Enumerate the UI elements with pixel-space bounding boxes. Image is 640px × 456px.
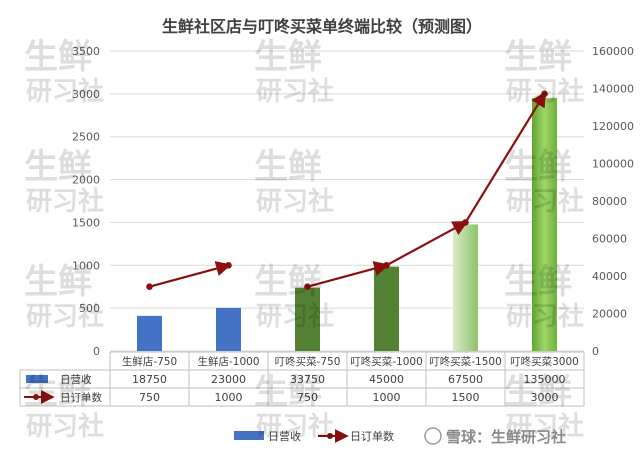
line-point [304,283,311,291]
series-line-segment [385,220,469,267]
table-cell: 1000 [373,391,401,404]
legend-label: 日订单数 [350,430,394,443]
bar [532,97,557,351]
bar [374,266,399,351]
table-cell: 33750 [290,373,325,386]
line-point [541,90,548,98]
y-left-tick-label: 0 [93,345,100,358]
x-category-label: 叮咚买菜3000 [510,355,579,368]
table-cell: 45000 [369,373,404,386]
y-right-tick-label: 40000 [592,270,627,283]
table-cell: 1500 [452,391,480,404]
series-line-segment [149,261,232,288]
bar [216,307,241,351]
x-category-label: 叮咚买菜-750 [275,355,341,368]
table-legend-swatch [26,375,48,383]
legend-swatch-bar [234,431,264,440]
y-right-tick-label: 0 [592,345,599,358]
y-right-tick-label: 140000 [592,83,634,96]
table-cell: 135000 [524,373,566,386]
series-line-segment [464,91,547,224]
table-cell: 23000 [211,373,246,386]
x-category-label: 生鲜店-750 [122,355,177,368]
table-series-name: 日订单数 [60,391,102,404]
bar [137,315,162,351]
line-point [146,283,153,291]
y-left-tick-label: 1000 [72,259,100,272]
y-left-tick-label: 3500 [72,45,100,58]
table-cell: 750 [139,391,160,404]
y-right-tick-label: 20000 [592,308,627,321]
line-point [462,219,469,226]
table-cell: 750 [297,391,318,404]
table-cell: 18750 [132,373,167,386]
y-right-tick-label: 160000 [592,45,634,58]
chart-title: 生鲜社区店与叮咚买菜单终端比较（预测图） [162,17,482,36]
line-point [225,261,232,269]
y-left-tick-label: 500 [79,302,100,315]
table-cell: 1000 [215,391,243,404]
y-left-tick-label: 2500 [72,131,100,144]
legend-label: 日营收 [268,429,301,443]
table-series-name: 日营收 [60,373,92,386]
y-left-tick-label: 3000 [72,88,100,101]
table-cell: 67500 [448,373,483,386]
y-right-tick-label: 100000 [592,158,634,171]
bar [295,287,320,351]
y-right-tick-label: 120000 [592,120,634,133]
y-left-tick-label: 2000 [72,174,100,187]
line-point [383,261,390,269]
bar [453,224,478,351]
x-category-label: 生鲜店-1000 [197,355,259,368]
table-cell: 3000 [531,391,559,404]
y-left-tick-label: 1500 [72,216,100,229]
y-right-tick-label: 80000 [592,195,627,208]
series-line-segment [307,261,390,288]
y-right-tick-label: 60000 [592,233,627,246]
x-category-label: 叮咚买菜-1000 [350,355,423,368]
x-category-label: 叮咚买菜-1500 [429,355,502,368]
